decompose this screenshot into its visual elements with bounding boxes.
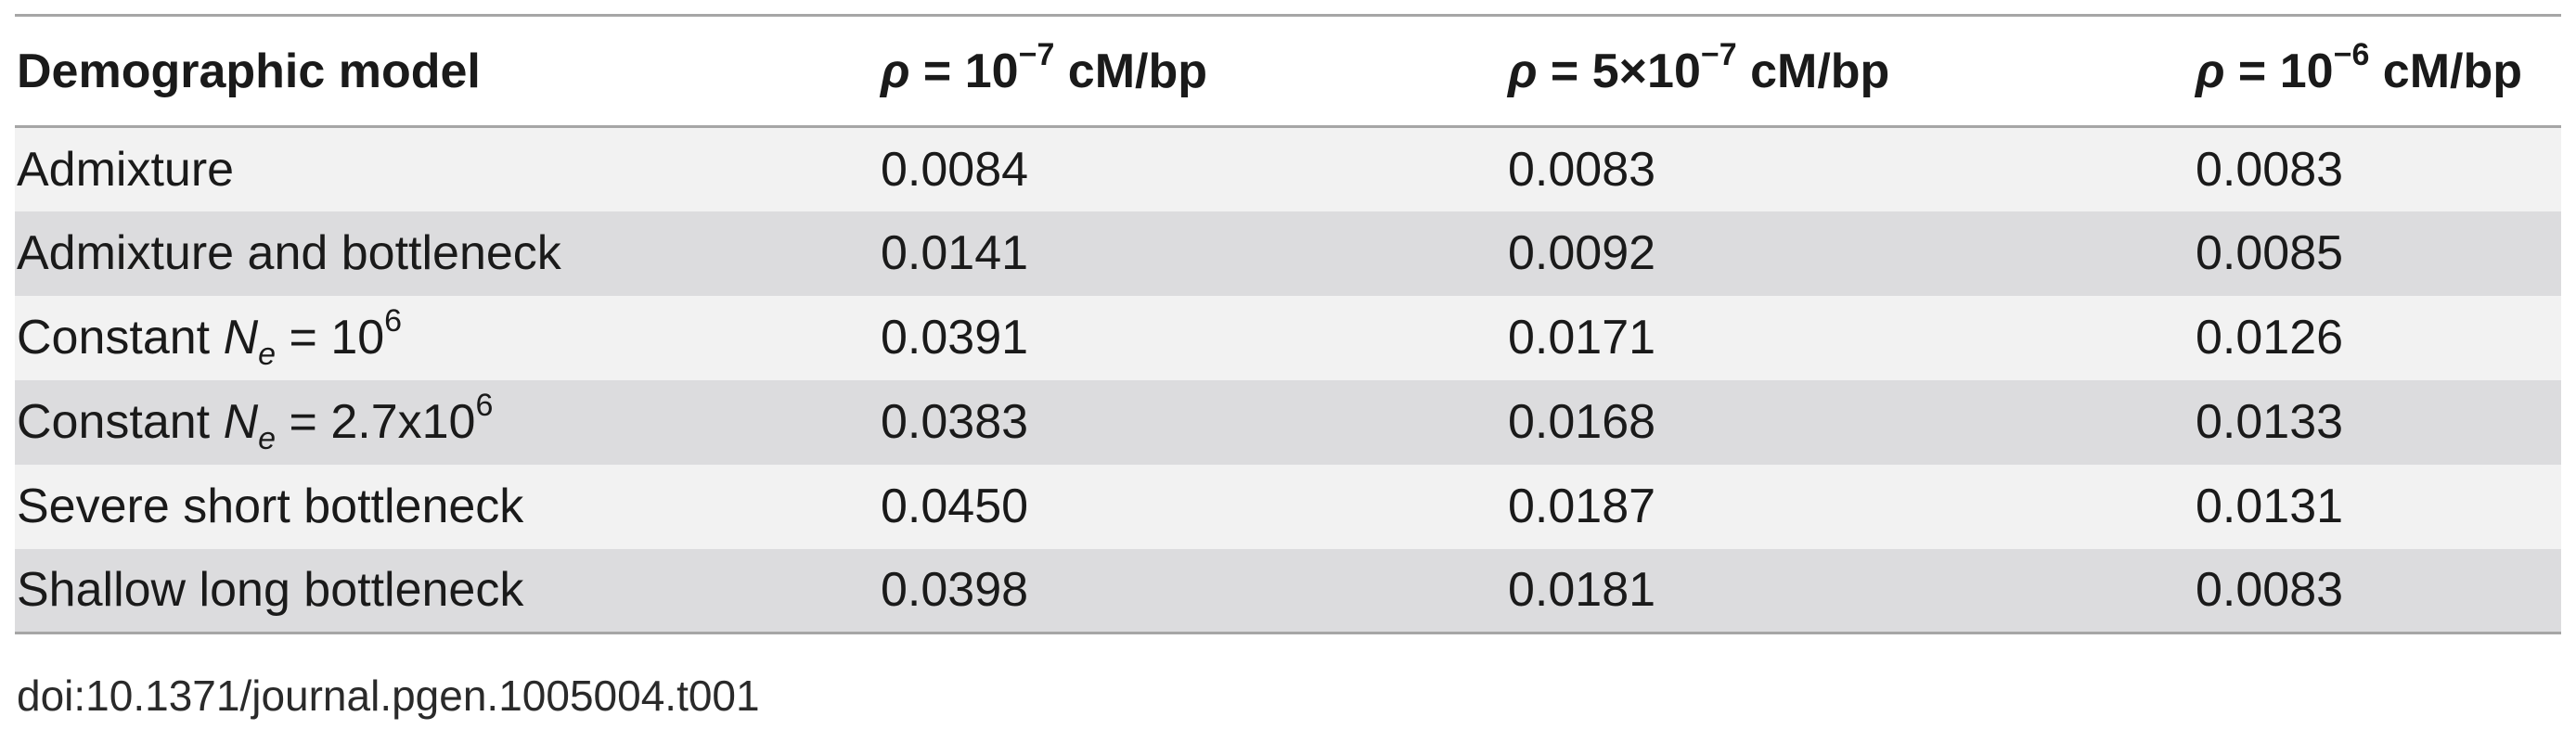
model-cell: Constant Ne = 2.7x106 [15,380,879,465]
doi-footnote: doi:10.1371/journal.pgen.1005004.t001 [17,672,760,720]
model-superscript: 6 [475,388,494,423]
value-cell: 0.0187 [1508,480,1656,533]
value-cell: 0.0083 [2196,142,2344,197]
header-rho-3: ρ = 10−6 cM/bp [2194,16,2561,127]
model-prefix: Constant [17,311,224,365]
value-cell: 0.0391 [881,311,1029,365]
value-cell: 0.0085 [2196,226,2344,280]
header-prefix: = 10 [909,44,1019,98]
model-variable: N [223,311,259,365]
table-row: Constant Ne = 106 0.0391 0.0171 0.0126 [15,295,2561,380]
table-row: Shallow long bottleneck 0.0398 0.0181 0.… [15,548,2561,633]
model-cell: Severe short bottleneck [17,480,524,533]
header-exponent: −7 [1018,36,1055,72]
value-cell: 0.0083 [1508,142,1656,197]
header-unit: cM/bp [1054,44,1208,98]
model-prefix: Constant [17,395,224,449]
value-cell: 0.0450 [881,480,1029,533]
model-superscript: 6 [384,303,403,339]
value-cell: 0.0171 [1508,311,1656,365]
model-cell: Admixture and bottleneck [17,226,561,280]
table-row: Admixture 0.0084 0.0083 0.0083 [15,126,2561,211]
header-exponent: −6 [2333,36,2370,72]
table-row: Constant Ne = 2.7x106 0.0383 0.0168 0.01… [15,379,2561,465]
header-rho-2: ρ = 5×10−7 cM/bp [1506,16,2194,127]
rho-symbol: ρ [1508,44,1538,98]
header-exponent: −7 [1700,36,1737,72]
header-rho-1: ρ = 10−7 cM/bp [879,16,1506,127]
model-variable: N [223,395,259,449]
value-cell: 0.0084 [881,142,1029,197]
value-cell: 0.0168 [1508,395,1656,449]
value-cell: 0.0083 [2196,563,2344,618]
header-unit: cM/bp [2369,44,2523,98]
header-prefix: = 5×10 [1537,44,1701,98]
model-mid: = 10 [276,311,385,365]
header-prefix: = 10 [2224,44,2334,98]
value-cell: 0.0126 [2196,311,2344,365]
rho-symbol: ρ [2196,44,2225,98]
results-table: Demographic model ρ = 10−7 cM/bp ρ = 5×1… [15,14,2561,634]
value-cell: 0.0181 [1508,563,1656,618]
table-row: Severe short bottleneck 0.0450 0.0187 0.… [15,464,2561,549]
model-cell: Shallow long bottleneck [17,563,524,618]
results-table-container: Demographic model ρ = 10−7 cM/bp ρ = 5×1… [15,14,2561,634]
table-header: Demographic model ρ = 10−7 cM/bp ρ = 5×1… [15,15,2561,127]
model-cell: Constant Ne = 106 [15,296,879,380]
model-subscript: e [258,421,277,456]
model-cell: Admixture [17,142,235,197]
table-row: Admixture and bottleneck 0.0141 0.0092 0… [15,211,2561,296]
value-cell: 0.0383 [881,395,1029,449]
rho-symbol: ρ [881,44,910,98]
model-subscript: e [258,337,277,372]
model-mid: = 2.7x10 [276,395,476,449]
table-body: Admixture 0.0084 0.0083 0.0083 Admixture… [15,126,2561,633]
value-cell: 0.0133 [2196,395,2344,449]
value-cell: 0.0092 [1508,226,1656,280]
header-demographic-model: Demographic model [15,16,879,127]
value-cell: 0.0398 [881,563,1029,618]
header-label: Demographic model [17,44,481,98]
header-row: Demographic model ρ = 10−7 cM/bp ρ = 5×1… [15,15,2561,127]
value-cell: 0.0141 [881,226,1029,280]
header-unit: cM/bp [1736,44,1890,98]
value-cell: 0.0131 [2196,480,2344,533]
